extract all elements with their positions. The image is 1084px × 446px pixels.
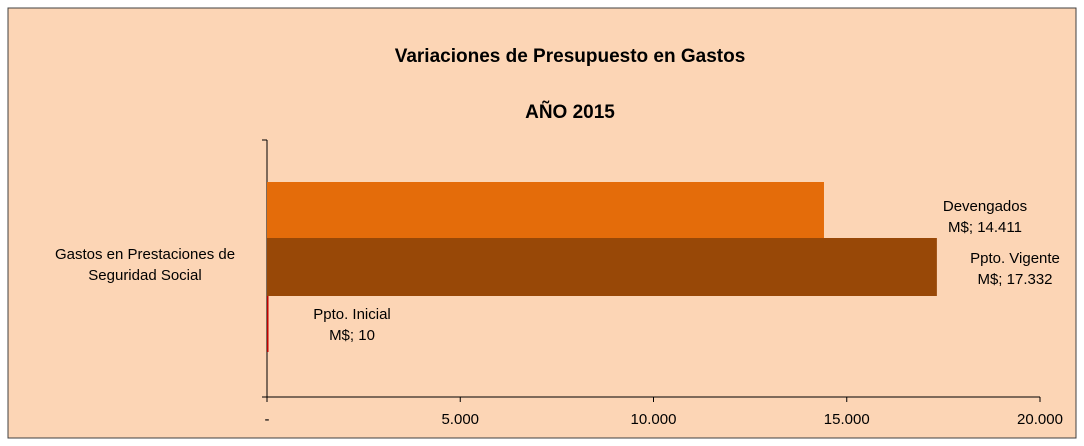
x-tick-label: 15.000 bbox=[824, 411, 870, 428]
category-label: Gastos en Prestaciones de Seguridad Soci… bbox=[54, 246, 236, 284]
x-tick-label: 10.000 bbox=[631, 411, 677, 428]
bar bbox=[267, 182, 824, 238]
bar bbox=[267, 238, 937, 296]
chart-title: Variaciones de Presupuesto en Gastos bbox=[395, 46, 746, 67]
data-label-name: Ppto. Inicial bbox=[313, 306, 391, 323]
chart-subtitle: AÑO 2015 bbox=[525, 101, 615, 123]
data-label: M$; 10 bbox=[329, 327, 375, 344]
x-tick-label: 20.000 bbox=[1017, 411, 1063, 428]
x-tick-label: - bbox=[265, 411, 270, 428]
data-label-name: Devengados bbox=[943, 198, 1027, 215]
data-label: M$; 17.332 bbox=[977, 271, 1052, 288]
data-label-name: Ppto. Vigente bbox=[970, 250, 1060, 267]
data-label: M$; 14.411 bbox=[948, 219, 1022, 236]
bar bbox=[267, 296, 269, 352]
x-tick-label: 5.000 bbox=[441, 411, 479, 428]
